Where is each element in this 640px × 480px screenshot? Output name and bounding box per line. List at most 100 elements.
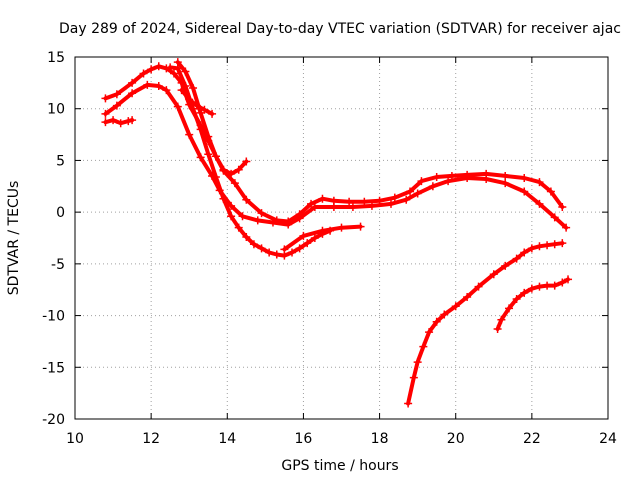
data-point: [101, 118, 110, 127]
data-point: [196, 125, 205, 134]
data-point: [512, 295, 521, 304]
data-point: [192, 101, 201, 110]
data-point: [447, 171, 456, 180]
series-track-c: [166, 63, 335, 260]
data-point: [154, 81, 163, 90]
data-point: [272, 250, 281, 259]
data-point: [128, 116, 137, 125]
series-track-i: [493, 275, 573, 334]
grid-lines: [75, 57, 608, 419]
data-point: [550, 213, 559, 222]
data-point: [288, 248, 297, 257]
data-point: [143, 80, 152, 89]
series-trace: [168, 65, 333, 258]
data-point: [501, 171, 510, 180]
data-point: [558, 278, 567, 287]
x-tick-label: 12: [142, 431, 160, 447]
data-point: [196, 153, 205, 162]
data-point: [173, 102, 182, 111]
data-point: [166, 63, 175, 72]
data-point: [295, 210, 304, 219]
data-point: [348, 202, 357, 211]
y-tick-label: -20: [42, 412, 65, 428]
data-point: [444, 177, 453, 186]
data-point: [489, 270, 498, 279]
data-point: [512, 254, 521, 263]
data-point: [535, 178, 544, 187]
y-tick-label: 15: [47, 50, 65, 66]
data-point: [474, 282, 483, 291]
series-trace: [406, 241, 565, 406]
x-tick-label: 22: [523, 431, 541, 447]
data-point: [413, 358, 422, 367]
series-trace: [495, 277, 570, 331]
data-point: [558, 202, 567, 211]
axis-ticks: 10 12 14 16 18 20 22 24 -20 -15 -10 -5 0 5 10 15: [42, 50, 617, 447]
data-point: [527, 284, 536, 293]
plot-frame: [74, 56, 609, 420]
data-point: [211, 172, 220, 181]
data-point: [360, 197, 369, 206]
data-point: [211, 152, 220, 161]
data-point: [185, 95, 194, 104]
y-tick-label: -15: [42, 360, 65, 376]
data-point: [227, 169, 236, 178]
data-point: [310, 234, 319, 242]
x-tick-label: 18: [371, 431, 389, 447]
data-point: [497, 315, 506, 324]
data-point: [284, 217, 293, 226]
data-point: [329, 196, 338, 205]
data-point: [356, 222, 365, 231]
data-point: [428, 182, 437, 191]
x-tick-label: 10: [66, 431, 84, 447]
data-point: [200, 105, 209, 114]
data-point: [535, 199, 544, 208]
series-track-e: [173, 58, 251, 178]
data-point: [520, 187, 529, 196]
data-point: [162, 86, 171, 95]
data-point: [543, 281, 552, 290]
data-point: [189, 84, 198, 93]
data-point: [295, 244, 304, 253]
data-point: [280, 245, 289, 254]
data-point: [501, 261, 510, 270]
data-point: [417, 177, 426, 186]
data-point: [173, 58, 182, 67]
data-point: [337, 223, 346, 232]
data-point: [562, 223, 571, 232]
series-trace: [175, 60, 249, 176]
data-point: [112, 101, 121, 110]
data-point: [208, 109, 217, 118]
data-point: [181, 81, 190, 90]
data-point: [550, 281, 559, 290]
data-point: [482, 169, 491, 178]
data-point: [390, 193, 399, 202]
x-axis-label: GPS time / hours: [281, 458, 398, 474]
data-point: [527, 244, 536, 253]
data-point: [238, 212, 247, 221]
data-point: [432, 317, 441, 326]
data-point: [413, 189, 422, 198]
data-point: [177, 86, 186, 95]
data-point: [505, 304, 514, 313]
data-point: [219, 165, 228, 174]
data-point: [257, 244, 266, 253]
y-tick-label: 10: [47, 102, 65, 118]
data-point: [249, 240, 258, 249]
data-point: [535, 282, 544, 291]
data-point: [181, 67, 190, 76]
data-point: [109, 116, 118, 125]
data-point: [257, 209, 266, 218]
data-point: [375, 196, 384, 205]
data-point: [550, 240, 559, 249]
data-point: [234, 165, 243, 174]
data-point: [463, 292, 472, 301]
data-point: [128, 78, 137, 87]
data-point: [265, 248, 274, 257]
x-tick-label: 16: [295, 431, 313, 447]
data-point: [386, 199, 395, 208]
data-point: [128, 89, 137, 98]
y-tick-label: 0: [56, 205, 65, 221]
data-point: [230, 179, 239, 188]
data-point: [112, 90, 121, 99]
